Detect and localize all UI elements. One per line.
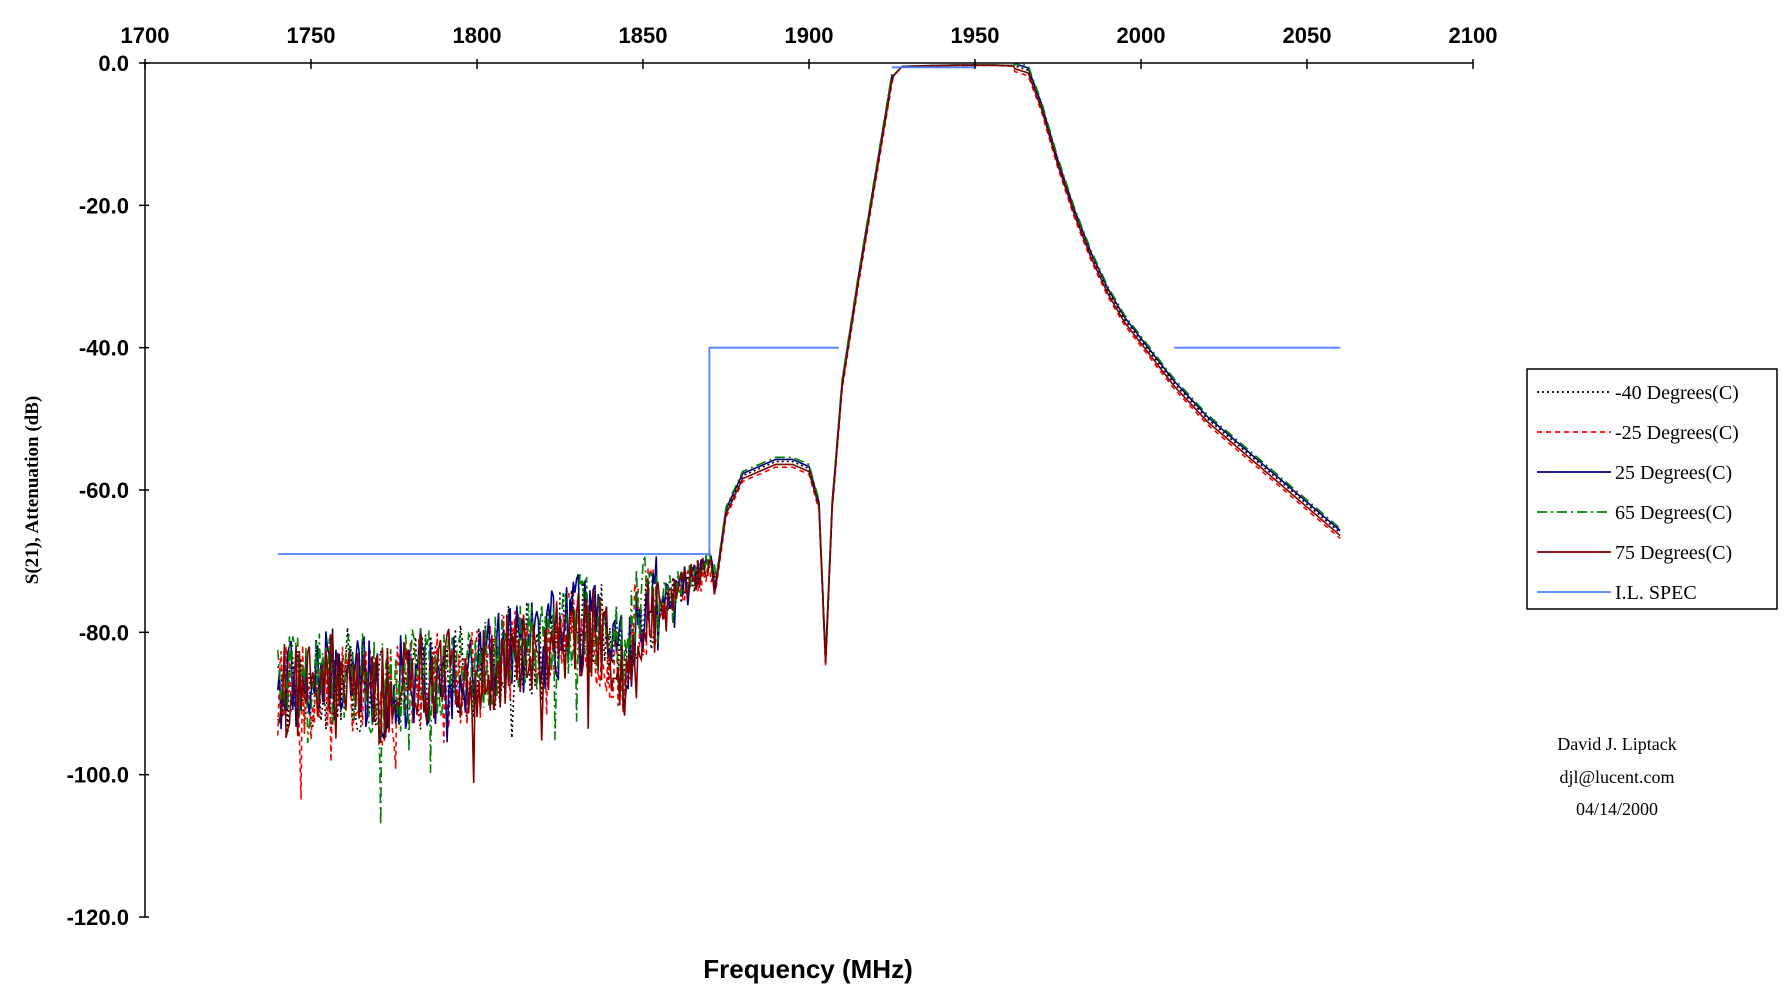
series-line-3 — [277, 63, 1341, 826]
legend-entry: I.L. SPEC — [1615, 582, 1697, 604]
x-tick-label: 1700 — [121, 23, 170, 48]
legend-entry: -25 Degrees(C) — [1615, 422, 1739, 444]
author-email: djl@lucent.com — [1559, 767, 1674, 787]
x-tick-label: 1750 — [287, 23, 336, 48]
x-tick-label: 1800 — [453, 23, 502, 48]
legend: -40 Degrees(C) -25 Degrees(C) 25 Degrees(C… — [1526, 368, 1778, 610]
y-axis: 0.0 -20.0 -40.0 -60.0 -80.0 -100.0 -120.0 — [67, 51, 149, 930]
legend-entry: 75 Degrees(C) — [1615, 542, 1732, 564]
legend-box — [1526, 368, 1778, 610]
y-tick-label: 0.0 — [98, 51, 129, 76]
y-tick-label: -40.0 — [79, 336, 129, 361]
legend-entry: 25 Degrees(C) — [1615, 462, 1732, 484]
legend-entry: -40 Degrees(C) — [1615, 382, 1739, 404]
plot-area — [277, 63, 1341, 826]
series-line-0 — [277, 64, 1341, 738]
y-tick-label: -60.0 — [79, 478, 129, 503]
x-tick-label: 2100 — [1449, 23, 1498, 48]
x-tick-label: 2000 — [1117, 23, 1166, 48]
x-axis: 1700 1750 1800 1850 1900 1950 2000 2050 2100 — [121, 23, 1498, 69]
author-name: David J. Liptack — [1557, 734, 1676, 754]
y-tick-label: -120.0 — [67, 905, 129, 930]
note-date: 04/14/2000 — [1576, 799, 1658, 819]
series-line-4 — [277, 64, 1341, 784]
author-note: David J. Liptack djl@lucent.com 04/14/20… — [1557, 734, 1676, 819]
spec-segment-0 — [277, 346, 839, 555]
x-tick-label: 1950 — [951, 23, 1000, 48]
y-tick-label: -80.0 — [79, 620, 129, 645]
x-axis-label: Frequency (MHz) — [703, 954, 912, 984]
x-tick-label: 1900 — [785, 23, 834, 48]
y-tick-label: -20.0 — [79, 193, 129, 218]
y-axis-label: S(21), Attenuation (dB) — [22, 396, 43, 584]
y-tick-label: -100.0 — [67, 763, 129, 788]
legend-entry: 65 Degrees(C) — [1615, 502, 1732, 524]
x-tick-label: 2050 — [1283, 23, 1332, 48]
x-tick-label: 1850 — [619, 23, 668, 48]
